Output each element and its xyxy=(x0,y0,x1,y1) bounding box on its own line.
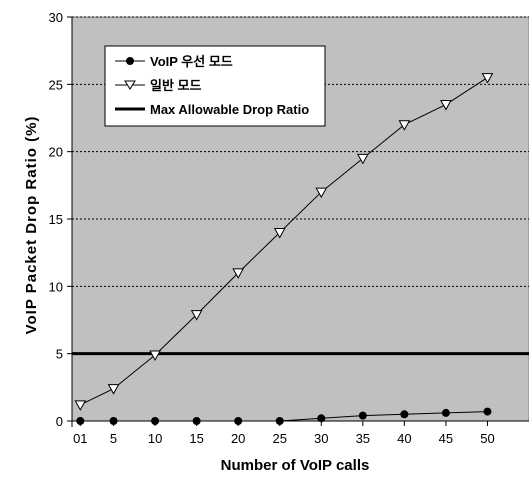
x-tick-label: 40 xyxy=(397,431,411,446)
legend-marker-series-1 xyxy=(126,57,134,65)
x-tick-label: 5 xyxy=(110,431,117,446)
data-point-series-2 xyxy=(74,400,87,411)
x-tick-label: 10 xyxy=(148,431,162,446)
y-tick-label: 20 xyxy=(49,145,63,160)
data-point-series-2 xyxy=(398,120,411,131)
y-tick-label: 25 xyxy=(49,77,63,92)
legend-label-reference: Max Allowable Drop Ratio xyxy=(150,102,309,117)
x-tick-label: 35 xyxy=(356,431,370,446)
legend-label-series-1: VoIP 우선 모드 xyxy=(150,54,233,69)
axes: 0 5 10 15 20 25 30 01 5 10 15 20 25 30 35 40 45 50 xyxy=(49,10,529,446)
data-point-series-1 xyxy=(358,411,367,420)
y-axis-title: VoIP Packet Drop Ratio (%) xyxy=(23,116,40,335)
x-tick-label: 20 xyxy=(231,431,245,446)
data-point-series-2 xyxy=(273,227,286,239)
data-point-series-2 xyxy=(149,350,161,362)
y-tick-label: 15 xyxy=(49,212,63,227)
data-point-series-1 xyxy=(441,408,450,417)
y-tick-label: 10 xyxy=(49,279,63,294)
data-point-series-1 xyxy=(317,414,326,423)
data-point-series-1 xyxy=(483,407,492,416)
x-tick-label: 50 xyxy=(480,431,494,446)
x-axis-title: Number of VoIP calls xyxy=(221,457,370,474)
data-point-series-2 xyxy=(107,384,120,395)
x-tick-label: 01 xyxy=(73,431,87,446)
x-tick-label: 45 xyxy=(439,431,453,446)
x-tick-label: 25 xyxy=(272,431,286,446)
legend-item-reference: Max Allowable Drop Ratio xyxy=(115,102,309,117)
legend-box xyxy=(104,45,326,127)
y-tick-label: 0 xyxy=(56,414,63,429)
data-point-series-2 xyxy=(481,73,494,84)
y-tick-label: 5 xyxy=(56,347,63,362)
legend-item-series-1: VoIP 우선 모드 xyxy=(115,54,233,69)
legend-label-series-2: 일반 모드 xyxy=(150,78,201,93)
x-tick-label: 15 xyxy=(189,431,203,446)
data-point-series-2 xyxy=(315,187,328,199)
data-point-series-2 xyxy=(232,268,245,279)
y-tick-label: 30 xyxy=(49,10,63,25)
data-point-series-2 xyxy=(190,310,203,321)
data-point-series-1 xyxy=(400,410,409,419)
data-point-series-2 xyxy=(440,100,452,111)
legend: VoIP 우선 모드 일반 모드 Max Allowable Drop Rati… xyxy=(104,45,326,127)
legend-item-series-2: 일반 모드 xyxy=(115,78,201,93)
data-point-series-2 xyxy=(356,153,369,165)
legend-marker-series-2 xyxy=(124,80,136,90)
x-tick-label: 30 xyxy=(314,431,328,446)
